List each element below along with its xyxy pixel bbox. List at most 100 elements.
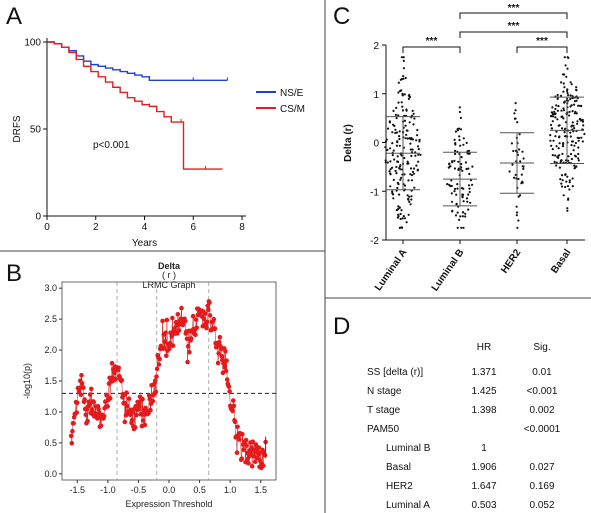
b-data-point [212,326,218,331]
d-row-label: SS [delta (r)] [367,367,423,378]
b-data-point [137,404,142,409]
d-row-hr: 1.647 [471,481,496,492]
c-data-point [393,158,396,161]
c-data-point [407,213,410,216]
c-data-point [571,177,574,180]
c-data-point [565,180,568,183]
c-data-point [460,166,463,169]
c-data-point [571,121,574,124]
panel-b: B Delta( r )LRMC Graph -1.5 -1.0 -0.5 0.0 0.5… [6,260,277,509]
b-data-point [164,353,169,359]
d-row-label: N stage [367,386,402,397]
b-data-point [140,418,146,423]
c-data-point [465,197,469,200]
c-data-point [397,91,400,94]
c-data-point [398,135,401,138]
c-data-point [575,112,578,115]
b-subtitle-2: LRMC Graph [142,280,195,290]
c-data-point [521,150,524,153]
c-data-point [468,190,471,194]
c-data-point [564,135,567,138]
c-data-point [384,159,387,162]
c-data-point [405,129,408,132]
b-data-point [188,336,194,341]
b-data-point [223,348,228,354]
c-data-point [457,167,460,170]
b-data-point [217,339,222,345]
d-row-label: Luminal B [386,443,431,454]
c-data-point [510,142,513,145]
c-data-point [397,101,400,104]
c-data-point [555,164,558,167]
c-data-point [566,207,569,210]
b-data-point [79,381,85,386]
b-data-point [256,445,262,450]
c-significance-label: *** [508,3,520,14]
c-data-point [560,185,564,188]
b-data-point [153,389,159,395]
d-row-sig: 0.027 [529,462,554,473]
c-data-point [400,226,403,229]
c-data-point [398,144,401,147]
a-x-tick-label: 6 [190,222,196,233]
c-data-point [389,168,392,171]
c-data-point [408,195,411,198]
c-data-point [561,152,564,155]
c-data-point [407,162,410,165]
c-significance-label: *** [426,36,438,47]
b-data-point [230,408,235,414]
c-data-point [399,212,402,216]
c-data-point [569,98,572,101]
b-data-point [227,389,232,394]
c-data-point [411,170,414,173]
c-data-point [570,144,573,147]
b-data-point [184,336,190,342]
c-data-point [467,208,470,211]
c-data-point [387,127,390,130]
c-data-point [389,172,392,175]
a-y-tick-label: 100 [24,38,41,49]
b-y-tick-label: 2.0 [44,345,57,355]
a-x-tick-label: 8 [239,222,245,233]
b-data-point [109,360,115,366]
c-data-point [461,211,465,214]
c-data-point [550,144,553,147]
b-data-point [224,377,230,382]
c-data-point [558,154,561,157]
c-data-point [391,142,394,145]
c-data-point [402,56,405,59]
c-data-point [400,89,403,92]
b-x-tick-label: 0.0 [163,485,176,495]
c-data-point [520,173,523,176]
c-data-point [461,215,464,218]
b-data-point [235,424,240,430]
c-data-point [391,190,394,193]
c-data-point [455,193,458,196]
c-data-point [416,128,419,132]
c-data-point [459,215,462,218]
c-data-point [462,226,465,229]
c-data-point [400,56,403,59]
b-data-point [162,345,167,351]
c-data-point [416,145,420,148]
b-data-point [232,419,238,425]
c-data-point [389,185,392,188]
c-data-point [394,113,397,116]
c-data-point [577,104,580,107]
b-y-tick-label: 2.5 [44,314,57,324]
b-data-point [105,404,110,409]
panel-a: A 0 2 4 6 8 0 50 100 Years DRFS p<0.001 NS/E CS/M [6,3,305,249]
c-data-point [453,187,457,191]
c-data-point [521,180,524,183]
c-data-point [416,134,419,137]
b-data-point [124,390,129,396]
b-y-tick-label: 0.5 [44,438,57,448]
b-data-point [219,353,224,359]
d-row-label: Luminal A [386,500,430,511]
b-data-point [157,356,162,362]
c-data-point [414,154,417,157]
c-data-point [403,156,406,160]
c-data-point [449,184,452,188]
c-data-point [453,138,456,141]
c-data-point [561,73,565,76]
